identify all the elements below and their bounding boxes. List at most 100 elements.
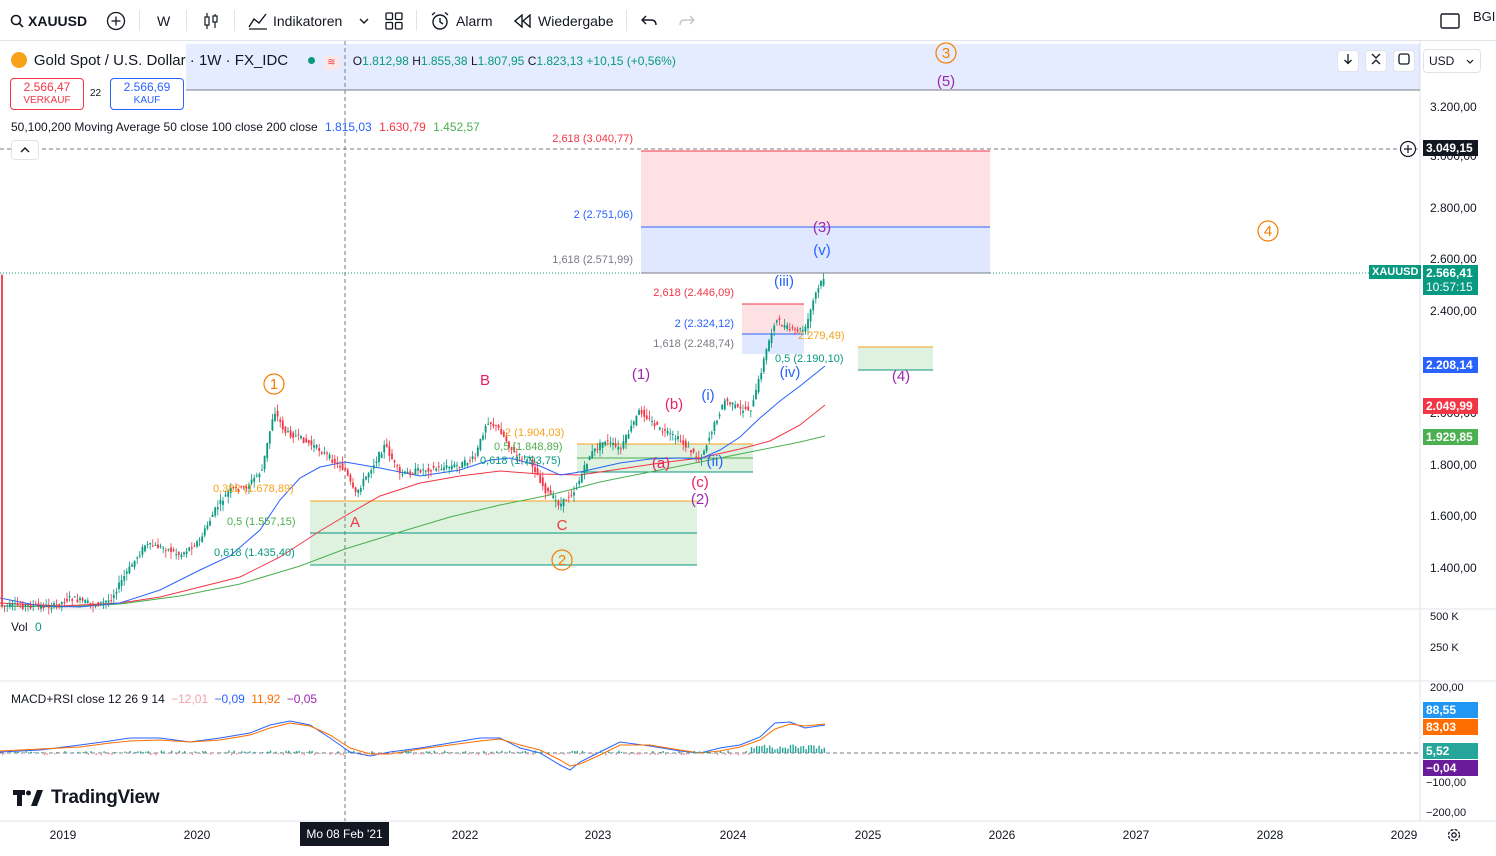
vol-label: Vol (11, 620, 28, 634)
macd-hist-bar (454, 753, 456, 754)
candle-body (401, 474, 404, 476)
candle-body (601, 442, 604, 448)
macd-hist-bar (113, 751, 116, 753)
undo-icon (641, 15, 657, 25)
macd-tick: −100,00 (1426, 777, 1467, 789)
sell-button[interactable]: 2.566,47 VERKAUF (10, 78, 84, 110)
replay-button[interactable]: Wiedergabe (514, 0, 614, 41)
chart-canvas[interactable]: 2,618 (3.040,77) 2 (2.751,06) 1,618 (2.5… (0, 41, 1496, 856)
candle-body (224, 494, 227, 497)
symbol-legend[interactable]: Gold Spot / U.S. Dollar · 1W · FX_IDC ≋ … (11, 52, 676, 70)
macd-hist-bar (792, 744, 794, 753)
redo-button[interactable] (679, 0, 695, 41)
macd-pane (0, 720, 826, 771)
macd-hist-bar (360, 753, 363, 754)
macd-hist-bar (464, 751, 467, 753)
candle-body (131, 564, 133, 567)
macd-hist-bar (555, 753, 558, 755)
macd-hist-bar (152, 753, 155, 755)
candle-body (443, 467, 445, 470)
candle-body (102, 601, 105, 603)
macd-hist-bar (9, 752, 12, 753)
macd-hist-bar (251, 753, 253, 754)
undo-button[interactable] (641, 0, 657, 41)
indicators-button[interactable]: Indikatoren (248, 0, 342, 41)
collapse-legend-button[interactable] (11, 140, 39, 160)
candle-body (453, 464, 456, 467)
collapse-pane-button[interactable] (1365, 50, 1387, 72)
move-down-button[interactable] (1337, 50, 1359, 72)
settings-button[interactable] (1446, 827, 1462, 848)
macd-hist-bar (139, 751, 142, 753)
macd-hist-bar (758, 746, 760, 753)
candle-body (383, 445, 386, 453)
macd-legend[interactable]: MACD+RSI close 12 26 9 14 −12,01 −0,09 1… (11, 692, 317, 706)
candle-body (552, 495, 555, 498)
buy-button[interactable]: 2.566,69 KAUF (110, 78, 184, 110)
macd-hist-bar (516, 751, 519, 753)
maximize-pane-button[interactable] (1393, 50, 1415, 72)
chart-title: Gold Spot / U.S. Dollar · 1W · FX_IDC (33, 52, 289, 69)
candle-body (170, 547, 172, 553)
fib-label: 2,618 (2.446,09) (653, 287, 734, 299)
macd-hist-bar (249, 751, 251, 753)
wave-label: (5) (937, 73, 955, 90)
candle-body (97, 602, 100, 607)
chart-area[interactable]: 2,618 (3.040,77) 2 (2.751,06) 1,618 (2.5… (0, 41, 1496, 856)
candle-body (172, 549, 175, 552)
interval-button[interactable]: W (157, 0, 170, 41)
candle-body (580, 473, 583, 483)
candle-body (755, 390, 757, 400)
candle-body (370, 470, 373, 474)
candle-body (474, 457, 477, 459)
candle-body (757, 378, 760, 393)
macd-hist-bar (129, 750, 131, 753)
high-value: 1.855,38 (420, 54, 468, 68)
macd-hist-bar (285, 750, 287, 753)
fullscreen-button[interactable] (1440, 0, 1460, 41)
alert-button[interactable]: Alarm (430, 0, 493, 41)
macd-hist-bar (535, 750, 537, 753)
macd-hist-bar (425, 751, 428, 753)
add-alert-button[interactable] (1399, 140, 1417, 163)
macd-hist-bar (704, 751, 706, 753)
macd-hist-bar (579, 753, 581, 755)
macd-hist-bar (204, 751, 207, 753)
macd-hist-bar (490, 751, 493, 753)
macd-hist-bar (366, 753, 368, 755)
macd-hist-bar (766, 747, 768, 753)
candle-body (346, 469, 349, 476)
macd-hist-bar (537, 752, 539, 753)
candle-body (456, 464, 458, 466)
macd-value: 11,92 (251, 692, 281, 706)
ma-legend[interactable]: 50,100,200 Moving Average 50 close 100 c… (11, 120, 480, 134)
add-symbol-button[interactable] (106, 0, 126, 41)
macd-hist-bar (639, 753, 641, 755)
indicators-dropdown[interactable] (358, 0, 370, 41)
wave-label: 4 (1264, 223, 1272, 240)
ma50-line (0, 365, 826, 608)
candle-body (180, 554, 183, 558)
gold-icon (11, 52, 27, 68)
candle-body (289, 430, 292, 438)
candle-body (50, 608, 53, 610)
candle-body (560, 503, 562, 507)
symbol-search-button[interactable]: XAUUSD (10, 0, 87, 41)
chart-type-button[interactable] (202, 0, 220, 41)
vol-legend[interactable]: Vol 0 (11, 620, 42, 634)
macd-hist-bar (353, 750, 355, 753)
layouts-button[interactable] (385, 0, 403, 41)
candle-body (185, 551, 188, 554)
currency-select[interactable]: USD (1423, 49, 1481, 73)
candle-body (32, 605, 35, 607)
macd-hist-bar (95, 753, 97, 756)
fib-extension-blue (641, 227, 990, 273)
macd-hist-bar (797, 748, 799, 753)
macd-hist-bar (745, 751, 747, 753)
candle-body (240, 486, 243, 488)
tradingview-logo[interactable]: TradingView (13, 787, 160, 809)
macd-hist-bar (301, 753, 303, 755)
macd-hist-bar (77, 751, 79, 753)
wave-label: (c) (691, 474, 709, 491)
candle-body (513, 447, 516, 453)
